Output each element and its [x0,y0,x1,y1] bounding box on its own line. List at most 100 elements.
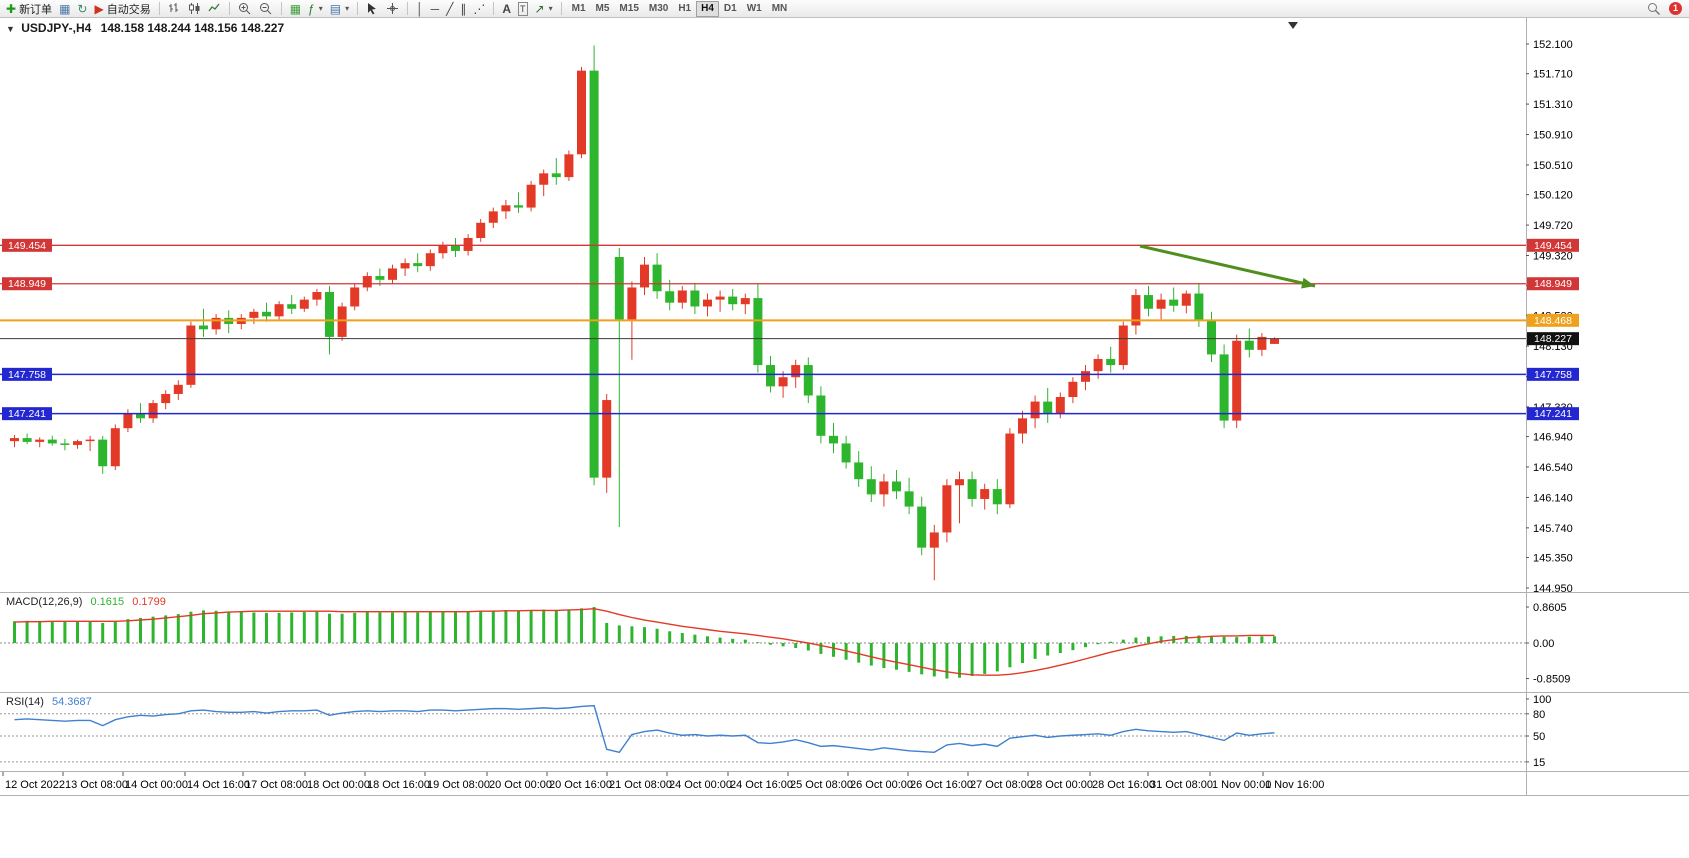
bar-chart-type-button[interactable] [165,1,184,17]
candle-body [262,311,271,317]
timeframe-button-MN[interactable]: MN [767,1,793,17]
line-chart-type-button[interactable] [205,1,224,17]
price-line-tag-left [2,407,52,421]
candlestick-icon [188,3,200,14]
candle-body [879,481,889,495]
macd-bar [529,609,533,643]
macd-bar [290,612,294,643]
horizontal-line-icon: ─ [430,1,440,16]
candle-body [904,491,914,507]
label-tool-button[interactable]: T [515,1,531,17]
trend-annotation-arrow[interactable] [1139,244,1316,288]
macd-bar [277,612,281,643]
svg-text:147.758: 147.758 [1534,369,1572,381]
timeframe-button-M15[interactable]: M15 [614,1,643,17]
crosshair-tool-button[interactable] [383,1,402,17]
candle-body [1257,336,1267,350]
text-tool-button[interactable]: A [499,1,514,17]
templates-button[interactable]: ▤ ▾ [327,1,352,17]
zoom-out-icon [259,2,272,14]
candle-body [350,287,360,307]
macd-bar [567,609,571,643]
toolbar-separator [357,2,359,15]
macd-bar [252,612,256,643]
toolbar-separator [228,2,230,15]
horizontal-line-tool-button[interactable]: ─ [428,1,443,17]
fibonacci-tool-button[interactable]: ⋰ [470,1,488,17]
candle-body [665,291,675,303]
new-order-button[interactable]: ✚ 新订单 [3,1,55,17]
macd-bar [983,643,987,674]
trendline-tool-button[interactable]: ╱ [443,1,456,17]
macd-bar [1046,643,1050,656]
scroll-position-marker[interactable] [1288,22,1298,29]
chevron-down-icon: ▾ [345,4,350,13]
timeframe-button-D1[interactable]: D1 [719,1,742,17]
macd-bar [630,626,634,643]
timeframe-button-W1[interactable]: W1 [742,1,767,17]
candle-body [602,400,612,478]
refresh-icon: ↻ [77,1,88,16]
svg-text:-0.8509: -0.8509 [1533,674,1570,686]
macd-bar [1147,636,1150,643]
candle-body [841,443,851,463]
toolbar-separator [158,2,160,15]
svg-text:144.950: 144.950 [1533,583,1573,595]
candle-body [690,290,700,307]
tile-windows-button[interactable]: ▦ [287,1,304,17]
macd-bar [920,643,924,675]
timeframe-button-M30[interactable]: M30 [644,1,673,17]
svg-text:146.540: 146.540 [1533,462,1573,474]
candle-body [1270,338,1279,344]
vertical-line-tool-button[interactable]: │ [413,1,427,17]
zoom-out-button[interactable] [256,1,276,17]
macd-bar [239,612,243,643]
cursor-icon [368,3,377,15]
macd-bar [139,617,142,643]
svg-text:146.940: 146.940 [1533,432,1573,444]
macd-bar [580,608,583,643]
macd-bar [668,631,672,643]
svg-text:20 Oct 00:00: 20 Oct 00:00 [489,779,552,791]
notification-badge[interactable]: 1 [1669,2,1682,15]
macd-bar [13,621,16,643]
timeframe-button-M1[interactable]: M1 [567,1,591,17]
autotrade-button[interactable]: ▶ 自动交易 [91,1,153,17]
svg-text:145.350: 145.350 [1533,553,1573,565]
chart-background [0,18,1689,797]
new-order-icon: ✚ [6,1,17,16]
macd-bar [718,637,722,643]
candle-body [438,245,448,254]
search-icon [1648,2,1661,15]
candlestick-chart-type-button[interactable] [185,1,204,17]
macd-bar [428,612,432,643]
candle-body [47,439,57,444]
profiles-button[interactable]: ↻ [74,1,90,17]
timeframe-button-M5[interactable]: M5 [591,1,615,17]
timeframe-button-H4[interactable]: H4 [696,0,719,17]
macd-bar [1159,636,1163,643]
zoom-in-button[interactable] [235,1,255,17]
candle-body [980,489,990,499]
macd-bar [1235,637,1239,643]
cursor-tool-button[interactable] [363,1,382,17]
macd-bar [202,610,205,643]
macd-bar [479,611,483,643]
macd-bar [378,612,382,643]
candle-body [677,290,687,303]
macd-bar [756,642,760,643]
candle-body [1093,358,1103,372]
search-button[interactable] [1644,1,1664,17]
indicators-button[interactable]: ƒ ▾ [305,1,326,17]
macd-bar [1021,643,1024,664]
macd-bar [731,638,735,643]
candle-body [337,306,347,337]
candle-body [362,276,372,288]
arrows-tool-button[interactable]: ↗ ▾ [532,1,556,17]
svg-text:19 Oct 08:00: 19 Oct 08:00 [427,779,490,791]
timeframe-button-H1[interactable]: H1 [673,1,696,17]
toolbar-separator [407,2,409,15]
channel-tool-button[interactable]: ∥ [457,1,469,17]
chart-window-button[interactable]: ▦ [56,1,73,17]
